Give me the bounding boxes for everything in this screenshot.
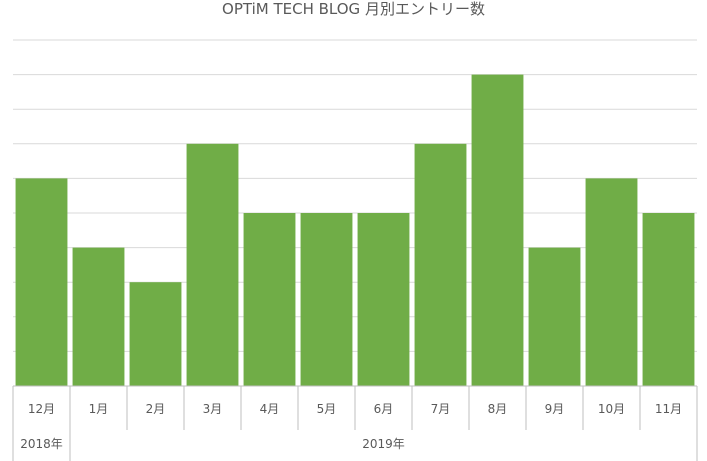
bar — [300, 213, 353, 386]
x-group-label: 2018年 — [20, 437, 63, 451]
bar — [585, 178, 638, 386]
bars — [15, 74, 695, 386]
x-group-label: 2019年 — [362, 437, 405, 451]
x-tick-label: 11月 — [655, 402, 682, 416]
bar — [186, 143, 239, 386]
x-group-labels: 2018年 2019年 — [20, 437, 405, 451]
bar — [528, 247, 581, 386]
gridlines — [13, 39, 697, 352]
bar — [642, 213, 695, 386]
x-tick-labels: 12月 1月 2月 3月 4月 5月 6月 7月 8月 9月 10月 11月 — [28, 402, 682, 416]
bar — [414, 143, 467, 386]
chart-title: OPTiM TECH BLOG 月別エントリー数 — [222, 0, 485, 18]
bar — [72, 247, 125, 386]
x-tick-label: 3月 — [203, 402, 223, 416]
x-tick-label: 12月 — [28, 402, 55, 416]
x-axis — [12, 385, 698, 461]
bar — [129, 282, 182, 386]
x-tick-label: 7月 — [431, 402, 451, 416]
x-tick-label: 4月 — [260, 402, 280, 416]
x-tick-label: 10月 — [598, 402, 625, 416]
x-tick-label: 9月 — [545, 402, 565, 416]
bar — [15, 178, 68, 386]
bar — [357, 213, 410, 386]
bar — [471, 74, 524, 386]
x-tick-label: 5月 — [317, 402, 337, 416]
x-tick-label: 1月 — [89, 402, 109, 416]
bar — [243, 213, 296, 386]
x-tick-label: 6月 — [374, 402, 394, 416]
x-tick-label: 8月 — [488, 402, 508, 416]
x-tick-label: 2月 — [146, 402, 166, 416]
